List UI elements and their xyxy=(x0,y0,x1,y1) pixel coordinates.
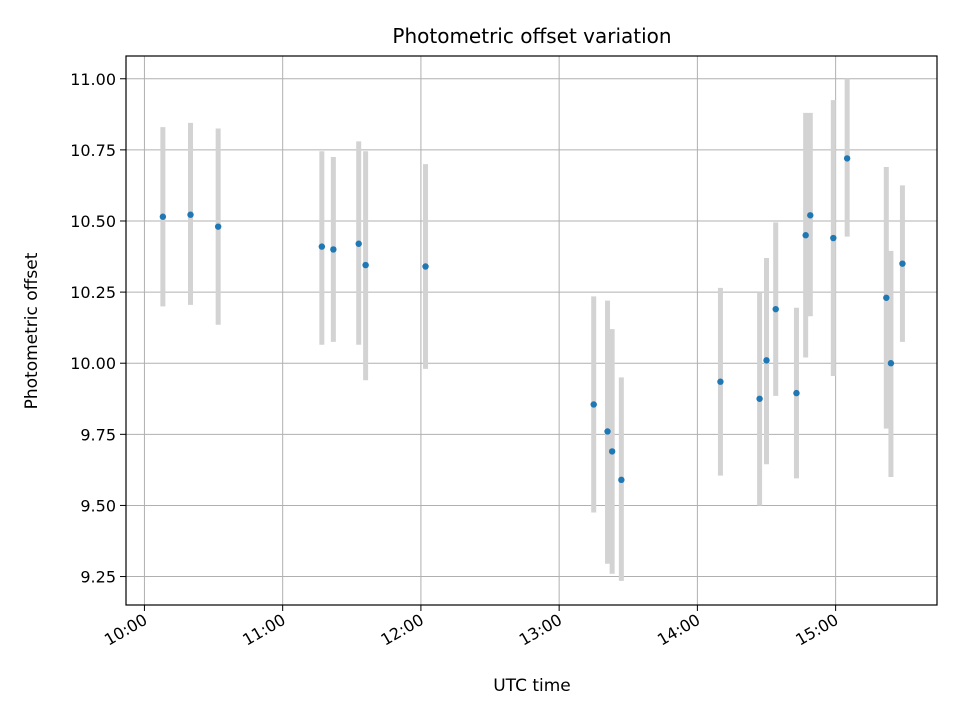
x-tick-label: 12:00 xyxy=(377,610,426,650)
data-point xyxy=(604,428,611,435)
data-point xyxy=(362,261,369,269)
data-point xyxy=(883,294,890,301)
y-tick-label: 9.25 xyxy=(80,568,116,587)
data-point xyxy=(318,243,326,250)
data-point xyxy=(899,260,906,267)
data-point xyxy=(807,212,814,219)
plot-frame xyxy=(125,55,938,606)
y-tick-label: 10.25 xyxy=(70,283,116,302)
y-axis-title: Photometric offset xyxy=(22,252,42,409)
x-tick-label: 15:00 xyxy=(792,610,841,650)
data-point xyxy=(214,223,222,230)
data-point xyxy=(330,246,337,253)
data-point xyxy=(772,305,779,313)
y-tick-label: 9.75 xyxy=(80,425,116,444)
x-axis: 10:00 11:00 12:00 13:00 14:00 15:00 xyxy=(101,605,842,650)
x-tick-label: 11:00 xyxy=(239,610,288,650)
x-tick-label: 13:00 xyxy=(516,610,565,650)
x-tick-label: 14:00 xyxy=(654,610,703,650)
data-point xyxy=(159,213,167,220)
y-tick-label: 10.75 xyxy=(70,141,116,160)
y-tick-label: 10.50 xyxy=(70,212,116,231)
grid-lines xyxy=(126,56,937,605)
y-tick-label: 11.00 xyxy=(70,70,116,89)
x-axis-title: UTC time xyxy=(493,676,571,696)
chart-title: Photometric offset variation xyxy=(392,24,671,48)
data-point xyxy=(830,234,837,242)
data-point xyxy=(590,401,597,408)
data-point xyxy=(187,211,194,218)
x-tick-label: 10:00 xyxy=(101,610,150,650)
data-point xyxy=(793,389,800,397)
data-point xyxy=(618,476,625,484)
data-point xyxy=(355,240,362,247)
data-point xyxy=(843,155,851,162)
data-point xyxy=(763,357,770,364)
data-point xyxy=(717,378,724,385)
y-tick-label: 10.00 xyxy=(70,354,116,373)
data-point xyxy=(422,263,429,270)
data-point xyxy=(887,360,895,367)
data-point xyxy=(756,395,763,402)
y-axis: 9.25 9.50 9.75 10.00 10.25 10.50 10.75 11.00 xyxy=(70,70,126,587)
y-tick-label: 9.50 xyxy=(80,496,116,515)
data-point xyxy=(802,232,809,239)
data-point xyxy=(608,448,616,455)
data-points xyxy=(159,155,906,484)
